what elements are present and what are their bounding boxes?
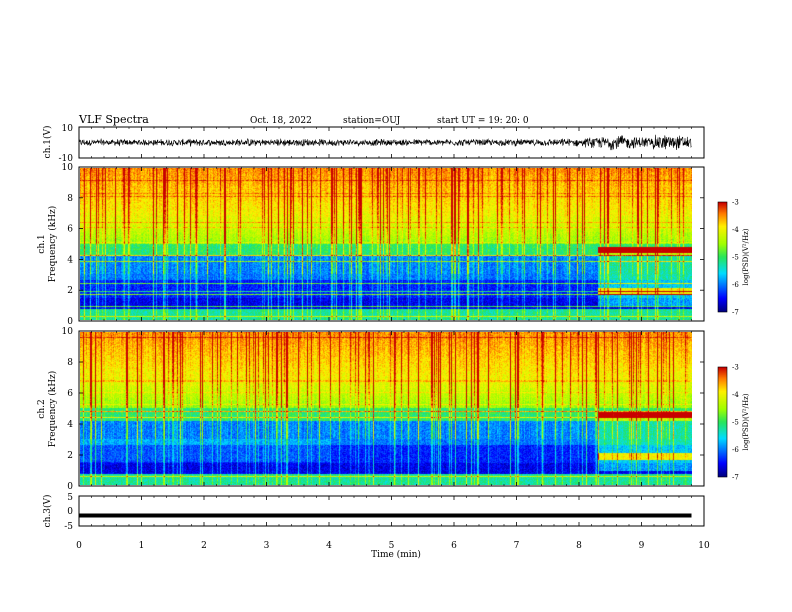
freq-tick-label: 6	[67, 389, 73, 399]
ch2-spectrogram-panel: 0 2 4 6 8 10 ch.2 Frequency (kHz)	[37, 327, 705, 492]
colorbar-ch2-label: log(PSD)(V²/Hz)	[742, 393, 750, 450]
freq-tick-label: 10	[62, 327, 74, 337]
ch1-ytick-bottom: -10	[59, 154, 74, 164]
colorbar-tick-label: -5	[732, 419, 739, 427]
freq-tick-label: 0	[67, 317, 73, 327]
ch1-waveform-panel: 10 -10 ch.1(V)	[42, 124, 705, 164]
xaxis-tick-label: 2	[201, 541, 207, 551]
ch3-ytick-mid: 0	[67, 507, 73, 517]
xaxis-tick-label: 1	[139, 541, 145, 551]
freq-tick-label: 4	[67, 420, 73, 430]
ch3-ytick-top: 5	[67, 493, 73, 503]
ch1-spectrogram	[80, 168, 692, 320]
ch1-spec-ylabel-freq: Frequency (kHz)	[47, 206, 58, 283]
xaxis-tick-label: 6	[451, 541, 457, 551]
colorbar-tick-label: -3	[732, 199, 739, 207]
ch3-ytick-bottom: -5	[64, 522, 73, 532]
freq-tick-label: 6	[67, 225, 73, 235]
ch1-ylabel: ch.1(V)	[42, 126, 53, 159]
freq-tick-label: 4	[67, 255, 73, 265]
station-label: station=OUJ	[343, 116, 401, 126]
date-label: Oct. 18, 2022	[250, 116, 312, 126]
colorbar-ch1-label: log(PSD)(V²/Hz)	[742, 228, 750, 285]
xaxis-tick-label: 0	[76, 541, 82, 551]
colorbar-tick-label: -3	[732, 364, 739, 372]
colorbar-tick-label: -6	[732, 281, 739, 289]
colorbar-tick-label: -4	[732, 226, 739, 234]
freq-tick-label: 2	[67, 451, 73, 461]
colorbar-tick-label: -4	[732, 391, 739, 399]
colorbar-tick-label: -5	[732, 254, 739, 262]
xaxis-tick-label: 5	[389, 541, 395, 551]
time-axis: 0 1 2 3 4 5 6 7 8 9 10	[76, 127, 710, 551]
ch2-spectrogram	[80, 332, 692, 485]
ch2-spec-ylabel-freq: Frequency (kHz)	[47, 371, 58, 448]
colorbar-tick-label: -6	[732, 446, 739, 454]
colorbar-ch1: -3 -4 -5 -6 -7 log(PSD)(V²/Hz)	[717, 199, 750, 317]
freq-tick-label: 2	[67, 286, 73, 296]
ch1-trace	[78, 134, 692, 151]
xaxis-tick-label: 9	[639, 541, 645, 551]
freq-tick-label: 10	[62, 163, 74, 173]
xaxis-tick-label: 4	[326, 541, 332, 551]
ch1-spectrogram-panel: 0 2 4 6 8 10 ch.1 Frequency (kHz)	[37, 163, 705, 327]
freq-tick-label: 8	[67, 358, 73, 368]
freq-tick-label: 8	[67, 194, 73, 204]
colorbar-tick-label: -7	[732, 474, 739, 482]
freq-tick-label: 0	[67, 482, 73, 492]
xaxis-tick-label: 7	[514, 541, 520, 551]
xaxis-tick-label: 3	[264, 541, 270, 551]
ch3-ylabel: ch.3(V)	[42, 495, 53, 528]
ch2-spec-ylabel-channel: ch.2	[37, 399, 47, 418]
ch1-spec-ylabel-channel: ch.1	[37, 234, 47, 253]
xaxis-label: Time (min)	[371, 549, 421, 560]
colorbar-tick-label: -7	[732, 309, 739, 317]
colorbar-ch2: -3 -4 -5 -6 -7 log(PSD)(V²/Hz)	[717, 364, 750, 482]
figure-title: VLF Spectra	[78, 113, 149, 126]
xaxis-tick-label: 8	[576, 541, 582, 551]
ch1-ytick-top: 10	[62, 124, 74, 134]
ch3-waveform-panel: 5 0 -5 ch.3(V)	[42, 493, 705, 532]
start-time-label: start UT = 19: 20: 0	[437, 116, 529, 126]
xaxis-tick-label: 10	[698, 541, 710, 551]
